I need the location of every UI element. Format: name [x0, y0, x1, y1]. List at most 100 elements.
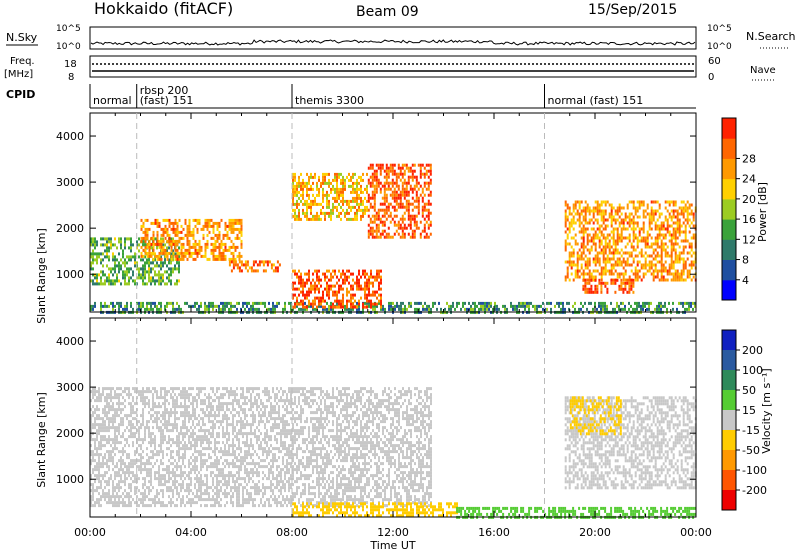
heatmap-cell	[292, 214, 294, 218]
heatmap-cell	[684, 224, 687, 228]
heatmap-cell	[208, 230, 211, 234]
heatmap-cell	[240, 260, 243, 264]
heatmap-cell	[423, 172, 426, 176]
heatmap-cell	[298, 302, 300, 306]
heatmap-cell	[586, 242, 589, 246]
heatmap-cell	[306, 202, 308, 206]
heatmap-cell	[375, 178, 378, 182]
heatmap-cell	[232, 266, 235, 270]
heatmap-cell	[304, 281, 306, 285]
heatmap-cell	[634, 209, 637, 213]
heatmap-cell	[340, 284, 342, 288]
heatmap-cell	[180, 411, 182, 415]
heatmap-cell	[322, 199, 324, 203]
heatmap-cell	[112, 279, 114, 283]
heatmap-cell	[592, 290, 595, 294]
heatmap-cell	[96, 447, 98, 451]
heatmap-cell	[391, 166, 394, 170]
heatmap-cell	[346, 307, 348, 311]
heatmap-cell	[164, 387, 166, 391]
heatmap-cell	[118, 240, 120, 244]
heatmap-cell	[146, 230, 149, 234]
heatmap-cell	[144, 429, 146, 433]
heatmap-cell	[572, 278, 575, 282]
heatmap-cell	[638, 206, 641, 210]
heatmap-cell	[144, 438, 146, 442]
heatmap-cell	[94, 243, 96, 247]
heatmap-cell	[688, 203, 691, 207]
heatmap-cell	[672, 301, 674, 305]
heatmap-cell	[612, 242, 615, 246]
heatmap-cell	[138, 465, 140, 469]
heatmap-cell	[196, 435, 198, 439]
heatmap-cell	[375, 223, 378, 227]
heatmap-cell	[302, 184, 304, 188]
heatmap-cell	[614, 251, 617, 255]
heatmap-cell	[100, 480, 102, 484]
heatmap-cell	[432, 301, 434, 305]
heatmap-cell	[190, 462, 192, 466]
heatmap-cell	[370, 272, 372, 276]
heatmap-cell	[218, 257, 221, 261]
heatmap-cell	[664, 304, 666, 308]
heatmap-cell	[336, 178, 338, 182]
heatmap-cell	[634, 221, 637, 225]
heatmap-cell	[600, 281, 603, 285]
heatmap-cell	[124, 279, 126, 283]
heatmap-cell	[192, 420, 194, 424]
heatmap-cell	[172, 301, 174, 305]
heatmap-cell	[672, 221, 675, 225]
heatmap-cell	[186, 444, 188, 448]
heatmap-cell	[648, 215, 651, 219]
heatmap-cell	[668, 230, 671, 234]
heatmap-cell	[334, 178, 336, 182]
heatmap-cell	[314, 214, 316, 218]
heatmap-cell	[626, 257, 629, 261]
heatmap-cell	[324, 175, 326, 179]
heatmap-cell	[292, 172, 294, 176]
heatmap-cell	[470, 304, 472, 308]
heatmap-cell	[276, 266, 279, 270]
heatmap-cell	[308, 275, 310, 279]
heatmap-cell	[320, 184, 322, 188]
heatmap-cell	[340, 199, 342, 203]
heatmap-cell	[162, 492, 164, 496]
heatmap-cell	[306, 208, 308, 212]
heatmap-cell	[424, 307, 426, 311]
heatmap-cell	[148, 245, 151, 249]
heatmap-cell	[330, 305, 332, 309]
heatmap-cell	[150, 432, 152, 436]
heatmap-cell	[162, 468, 164, 472]
heatmap-cell	[427, 163, 430, 167]
heatmap-cell	[306, 199, 308, 203]
heatmap-cell	[94, 423, 96, 427]
heatmap-cell	[362, 305, 364, 309]
heatmap-cell	[604, 203, 607, 207]
heatmap-cell	[102, 489, 104, 493]
nsky-line	[90, 39, 696, 46]
heatmap-cell	[662, 275, 665, 279]
heatmap-cell	[364, 301, 366, 305]
heatmap-cell	[106, 450, 108, 454]
heatmap-cell	[371, 163, 374, 167]
heatmap-cell	[670, 224, 673, 228]
heatmap-cell	[334, 205, 336, 209]
heatmap-cell	[658, 212, 661, 216]
heatmap-cell	[456, 301, 458, 305]
heatmap-cell	[594, 209, 597, 213]
heatmap-cell	[118, 264, 120, 268]
heatmap-cell	[158, 273, 160, 277]
heatmap-cell	[660, 233, 663, 237]
heatmap-cell	[652, 275, 655, 279]
heatmap-cell	[364, 296, 366, 300]
heatmap-cell	[170, 438, 172, 442]
heatmap-cell	[168, 218, 171, 222]
heatmap-cell	[114, 441, 116, 445]
heatmap-cell	[652, 212, 655, 216]
heatmap-cell	[142, 486, 144, 490]
heatmap-cell	[688, 212, 691, 216]
heatmap-cell	[326, 269, 328, 273]
heatmap-cell	[354, 187, 356, 191]
heatmap-cell	[232, 251, 235, 255]
heatmap-cell	[144, 426, 146, 430]
